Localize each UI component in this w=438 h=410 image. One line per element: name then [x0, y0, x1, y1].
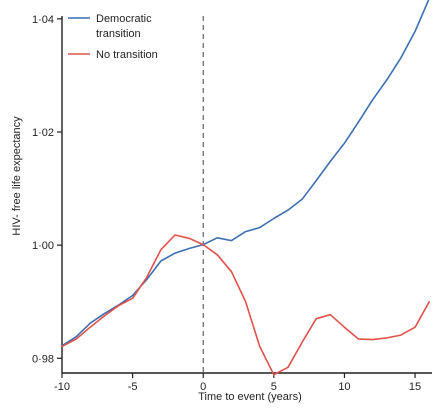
y-tick-label: 0·98	[32, 353, 54, 365]
y-tick-label: 1·02	[32, 127, 54, 139]
x-tick-label: 15	[409, 381, 421, 393]
legend-label: Democratic	[96, 13, 152, 25]
x-axis-title: Time to event (years)	[198, 391, 302, 403]
series-layer	[61, 0, 431, 376]
legend-label: transition	[96, 28, 141, 40]
legend-label: No transition	[96, 49, 158, 61]
y-ticks: 0·98 1·00 1·02 1·04	[32, 14, 62, 365]
y-axis-title: HIV- free life expectancy	[11, 116, 23, 236]
series-line-democratic-transition	[61, 0, 430, 347]
legend: Democratic transition No transition	[68, 13, 158, 61]
x-tick-label: 5	[271, 381, 277, 393]
x-tick-label: -5	[128, 381, 138, 393]
y-tick-label: 1·04	[32, 14, 54, 26]
x-ticks: -10 -5 0 5 10 15	[54, 373, 421, 393]
y-tick-label: 1·00	[32, 240, 54, 252]
series-line-no-transition	[61, 234, 431, 376]
y-axis-title-group: HIV- free life expectancy	[11, 116, 23, 236]
x-tick-label: 0	[200, 381, 206, 393]
x-tick-label: 10	[338, 381, 350, 393]
x-tick-label: -10	[54, 381, 70, 393]
